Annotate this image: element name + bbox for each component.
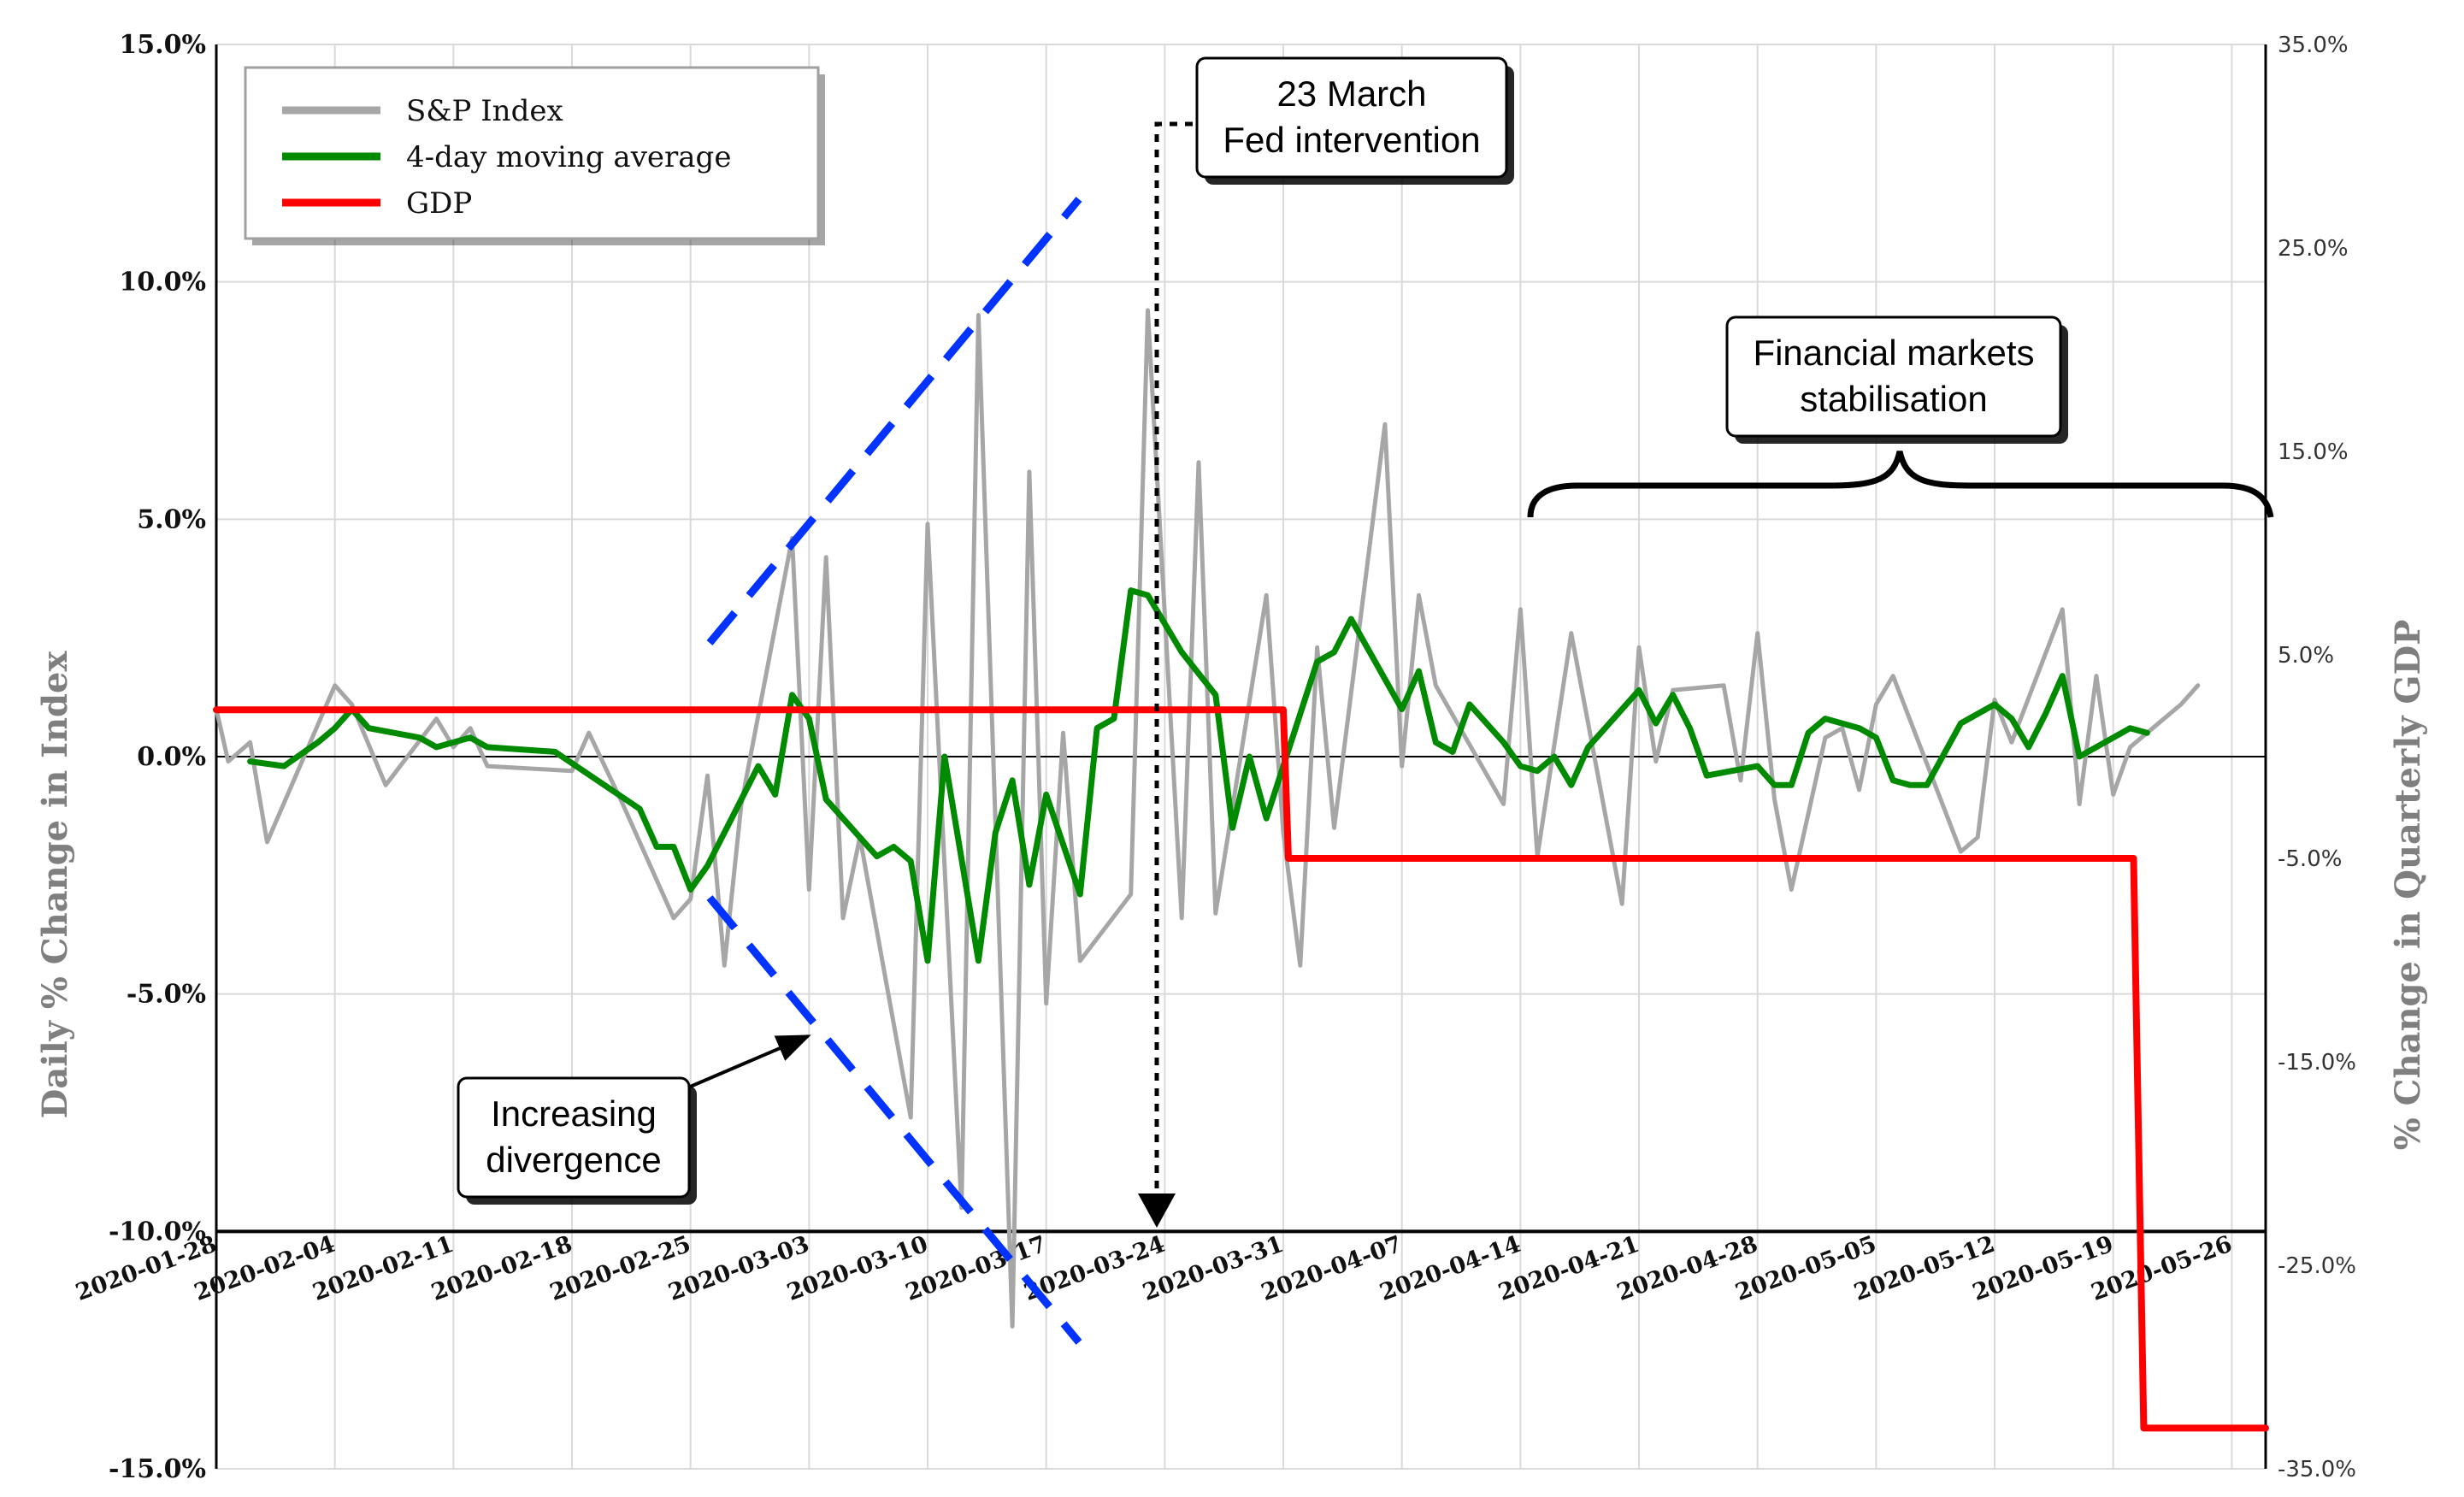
y2-tick-label-4: -5.0% [2278, 846, 2342, 872]
y2-tick-label-6: -25.0% [2278, 1253, 2356, 1279]
series-line-gdp [213, 706, 2269, 1432]
legend-label-moving-average: 4-day moving average [406, 140, 731, 174]
divergence-callout: Increasing divergence [457, 1076, 697, 1205]
y-tick-label-2: 5.0% [137, 504, 206, 534]
stabilisation-callout-line-1: Financial markets [1753, 333, 2034, 373]
fed-callout-line-2: Fed intervention [1223, 120, 1480, 160]
y-axis-title: Daily % Change in Index [35, 651, 75, 1119]
divergence-upper-line [706, 197, 1082, 645]
y-tick-label-4: -5.0% [127, 980, 206, 1010]
y2-tick-label-0: 35.0% [2278, 32, 2349, 58]
stabilisation-brace [1527, 451, 2274, 518]
stabilisation-callout: Financial markets stabilisation [1725, 315, 2068, 444]
divergence-funnel [706, 197, 1082, 1345]
y2-tick-label-1: 25.0% [2278, 236, 2349, 262]
stabilisation-callout-line-2: stabilisation [1800, 379, 1987, 419]
legend-label-sp-index: S&P Index [406, 94, 563, 128]
y2-tick-label-2: 15.0% [2278, 439, 2349, 465]
secondary-y-axis-title: % Change in Quarterly GDP [2388, 620, 2428, 1151]
series-line-s-p-index [214, 308, 2201, 1329]
y-tick-label-5: -10.0% [109, 1217, 206, 1247]
fed-arrow-path [1154, 121, 1193, 1193]
divergence-callout-line-1: Increasing [491, 1093, 657, 1134]
y-tick-label-6: -15.0% [109, 1454, 206, 1484]
divergence-lower-line [706, 895, 1082, 1345]
y-tick-label-0: 15.0% [119, 30, 206, 60]
fed-callout-line-1: 23 March [1276, 74, 1426, 114]
y-axis-tick-labels: 15.0% 10.0% 5.0% 0.0% -5.0% -10.0% -15.0% [109, 30, 206, 1484]
y2-tick-label-3: 5.0% [2278, 643, 2334, 669]
legend-label-gdp: GDP [406, 186, 472, 221]
y-tick-label-1: 10.0% [119, 268, 206, 298]
y2-tick-label-5: -15.0% [2278, 1050, 2356, 1076]
fed-intervention-callout: 23 March Fed intervention [1195, 56, 1514, 185]
y-tick-label-3: 0.0% [137, 742, 206, 772]
divergence-pointer-arrow [687, 1034, 811, 1089]
secondary-y-axis-tick-labels: 35.0% 25.0% 15.0% 5.0% -5.0% -15.0% -25.0% -35.… [2278, 32, 2356, 1482]
data-series [213, 308, 2269, 1432]
divergence-callout-line-2: divergence [486, 1140, 661, 1180]
fed-intervention-arrow [1138, 121, 1193, 1228]
y2-tick-label-7: -35.0% [2278, 1457, 2356, 1482]
legend: S&P Index 4-day moving average GDP [244, 66, 825, 245]
series-line-4-day-moving-average [247, 587, 2150, 964]
fed-arrow-head [1138, 1193, 1176, 1228]
